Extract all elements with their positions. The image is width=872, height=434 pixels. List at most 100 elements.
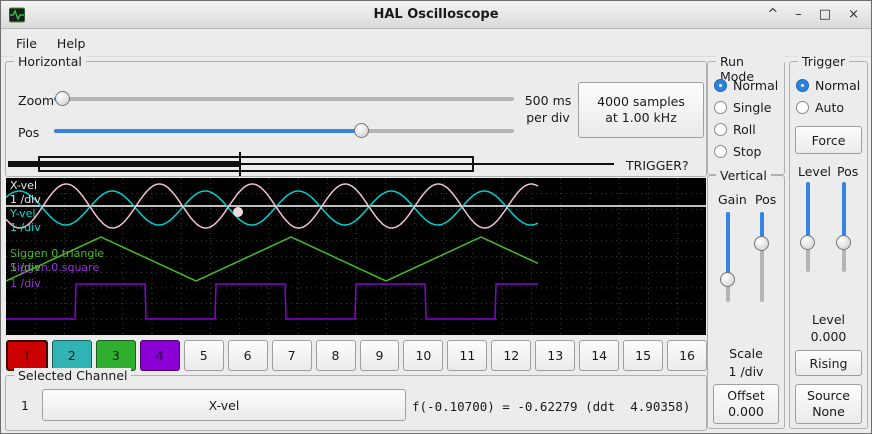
radio-option-normal[interactable]: Normal bbox=[714, 74, 778, 96]
radio-icon bbox=[796, 100, 809, 114]
channel-button-13[interactable]: 13 bbox=[535, 340, 576, 371]
zoom-slider[interactable] bbox=[54, 90, 514, 107]
slider-groove bbox=[760, 212, 764, 302]
channel-button-1[interactable]: 1 bbox=[6, 340, 48, 371]
menu-help[interactable]: Help bbox=[56, 35, 86, 51]
horizontal-group: Horizontal Zoom Pos 500 ms per div 4000 … bbox=[5, 54, 707, 177]
channel-button-3[interactable]: 3 bbox=[95, 340, 136, 371]
slider-handle[interactable] bbox=[800, 235, 815, 251]
channel-button-6[interactable]: 6 bbox=[227, 340, 268, 371]
slider-handle[interactable] bbox=[754, 236, 769, 252]
run-mode-options: Normal Single Roll Stop bbox=[714, 74, 778, 162]
force-button-label: Force bbox=[811, 132, 846, 148]
trigger-group: Trigger Normal Auto Force Level Pos Level… bbox=[789, 54, 868, 429]
radio-option-roll[interactable]: Roll bbox=[714, 118, 778, 140]
timeline-track bbox=[8, 163, 614, 165]
minimize-button-icon[interactable]: – bbox=[795, 7, 802, 22]
titlebar[interactable]: HAL Oscilloscope ^ – □ × bbox=[1, 1, 871, 29]
menu-file[interactable]: File bbox=[16, 35, 37, 51]
scope-channel-label: 1 /div bbox=[10, 277, 41, 290]
radio-option-auto[interactable]: Auto bbox=[796, 96, 860, 118]
trigger-level-label: Level bbox=[798, 164, 831, 179]
maximize-button-icon[interactable]: □ bbox=[818, 7, 832, 22]
scope-channel-label: 1 /div bbox=[10, 221, 41, 234]
close-button-icon[interactable]: × bbox=[848, 7, 859, 22]
channel-value-readout: f(-0.10700) = -0.62279 (ddt 4.90358) bbox=[412, 399, 691, 414]
channel-button-16[interactable]: 16 bbox=[667, 340, 707, 371]
radio-label: Normal bbox=[815, 77, 861, 93]
shade-button-icon[interactable]: ^ bbox=[767, 7, 779, 22]
slider-handle[interactable] bbox=[55, 91, 71, 106]
channel-button-5[interactable]: 5 bbox=[183, 340, 224, 371]
scope-channel-label: Y-vel bbox=[10, 207, 36, 220]
timeline-trigger-cursor[interactable] bbox=[239, 152, 241, 176]
run-mode-group: Run Mode Normal Single Roll Stop bbox=[707, 54, 785, 175]
radio-label: Single bbox=[733, 99, 772, 115]
radio-option-normal[interactable]: Normal bbox=[796, 74, 860, 96]
channel-name-button[interactable]: X-vel bbox=[42, 389, 406, 421]
radio-icon bbox=[796, 78, 809, 92]
selected-channel-group: Selected Channel 1 X-vel f(-0.10700) = -… bbox=[5, 368, 707, 431]
horizontal-group-title: Horizontal bbox=[14, 54, 86, 69]
slope-button[interactable]: Rising bbox=[795, 350, 862, 376]
trigger-group-title: Trigger bbox=[798, 54, 850, 69]
slider-groove bbox=[54, 97, 514, 101]
window-controls: ^ – □ × bbox=[767, 1, 859, 29]
slider-fill bbox=[842, 182, 846, 244]
menubar: File Help bbox=[1, 30, 871, 57]
channel-buttons-row: 1 2 3 4 5 6 7 8 9 10 11 12 13 14 15 16 bbox=[6, 340, 707, 371]
offset-button[interactable]: Offset 0.000 bbox=[713, 384, 779, 424]
gain-slider[interactable] bbox=[719, 212, 736, 302]
radio-icon bbox=[714, 100, 727, 114]
window-title: HAL Oscilloscope bbox=[373, 7, 499, 22]
radio-label: Roll bbox=[733, 121, 756, 137]
channel-button-11[interactable]: 11 bbox=[447, 340, 488, 371]
slider-handle[interactable] bbox=[354, 123, 370, 138]
trigger-source-button[interactable]: Source None bbox=[795, 384, 862, 424]
slope-button-label: Rising bbox=[809, 355, 848, 371]
vertical-pos-label: Pos bbox=[755, 192, 777, 207]
trigger-pos-label: Pos bbox=[837, 164, 859, 179]
radio-label: Stop bbox=[733, 143, 762, 159]
trigger-level-slider[interactable] bbox=[799, 182, 816, 272]
timebase-readout: 500 ms per div bbox=[524, 93, 572, 125]
scope-channel-label: Siggen.0.square bbox=[10, 261, 100, 274]
slider-handle[interactable] bbox=[720, 272, 735, 288]
scope-display[interactable]: X-vel 1 /div Y-vel 1 /div Siggen 0.triangle S… bbox=[6, 178, 706, 335]
radio-option-stop[interactable]: Stop bbox=[714, 140, 778, 162]
channel-button-14[interactable]: 14 bbox=[579, 340, 620, 371]
channel-button-4[interactable]: 4 bbox=[139, 340, 180, 371]
radio-label: Auto bbox=[815, 99, 845, 115]
selected-channel-group-title: Selected Channel bbox=[14, 368, 132, 383]
samples-button[interactable]: 4000 samples at 1.00 kHz bbox=[578, 82, 704, 138]
horizontal-pos-slider[interactable] bbox=[54, 122, 514, 139]
vertical-pos-slider[interactable] bbox=[753, 212, 770, 302]
scale-value: 1 /div bbox=[728, 364, 764, 379]
channel-button-15[interactable]: 15 bbox=[623, 340, 664, 371]
trigger-pos-slider[interactable] bbox=[835, 182, 852, 272]
trigger-level-readout-value: 0.000 bbox=[810, 329, 847, 344]
channel-button-12[interactable]: 12 bbox=[491, 340, 532, 371]
channel-button-9[interactable]: 9 bbox=[359, 340, 400, 371]
channel-name-label: X-vel bbox=[208, 397, 240, 413]
radio-icon bbox=[714, 78, 727, 92]
selected-channel-index: 1 bbox=[21, 398, 29, 413]
run-mode-group-title: Run Mode bbox=[716, 54, 784, 84]
scope-canvas bbox=[6, 178, 706, 335]
vertical-group: Vertical Gain Pos Scale 1 /div Offset 0.… bbox=[707, 168, 785, 429]
slider-handle[interactable] bbox=[836, 235, 851, 251]
scope-channel-label: 1 /div bbox=[10, 261, 41, 274]
timeline-overview[interactable] bbox=[8, 152, 614, 176]
radio-option-single[interactable]: Single bbox=[714, 96, 778, 118]
force-button[interactable]: Force bbox=[795, 126, 862, 154]
slider-fill bbox=[760, 212, 764, 245]
radio-icon bbox=[714, 122, 727, 136]
channel-button-10[interactable]: 10 bbox=[403, 340, 444, 371]
channel-button-2[interactable]: 2 bbox=[51, 340, 92, 371]
trigger-level-readout-label: Level bbox=[812, 312, 845, 327]
channel-button-7[interactable]: 7 bbox=[271, 340, 312, 371]
channel-button-8[interactable]: 8 bbox=[315, 340, 356, 371]
scope-channel-label: Siggen 0.triangle bbox=[10, 247, 105, 260]
radio-label: Normal bbox=[733, 77, 779, 93]
